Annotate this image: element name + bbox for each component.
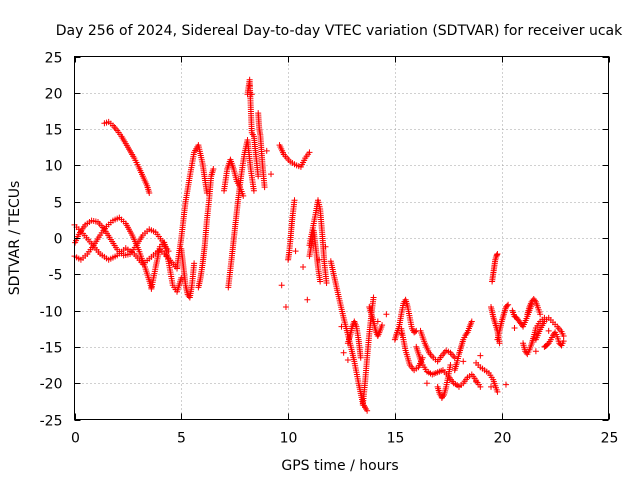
y-tick-label: 0 [54, 232, 63, 248]
y-tick-label: -20 [40, 377, 63, 393]
data-point [248, 91, 255, 98]
x-tick-label: 25 [601, 431, 619, 447]
data-point [240, 192, 247, 199]
data-point [300, 264, 307, 271]
data-point [477, 383, 484, 390]
data-point [468, 318, 475, 325]
y-tick-label: 20 [45, 87, 63, 103]
data-point [439, 393, 446, 400]
data-point [210, 166, 217, 173]
data-point [494, 250, 501, 257]
data-point [412, 328, 419, 335]
y-tick-label: 10 [45, 159, 63, 175]
y-tick-label: 25 [45, 51, 63, 67]
data-point [316, 256, 323, 263]
data-point [344, 356, 351, 363]
data-point [322, 243, 329, 250]
x-axis-label: GPS time / hours [281, 458, 398, 474]
data-point [511, 325, 518, 332]
x-tick-label: 10 [280, 431, 298, 447]
data-point [502, 381, 509, 388]
data-point [263, 147, 270, 154]
data-point [473, 378, 480, 385]
data-point [357, 354, 364, 361]
data-point [268, 171, 275, 178]
data-point [504, 302, 511, 309]
data-point [323, 280, 330, 287]
data-point [494, 388, 501, 395]
y-tick-label: -10 [40, 305, 63, 321]
x-tick-label: 5 [177, 431, 186, 447]
x-tick-label: 20 [494, 431, 512, 447]
data-point [398, 330, 405, 337]
data-point [383, 311, 390, 318]
data-point [246, 82, 253, 89]
chart-title: Day 256 of 2024, Sidereal Day-to-day VTE… [56, 23, 623, 39]
data-point [379, 322, 386, 329]
data-point [545, 327, 552, 334]
data-point [306, 149, 313, 156]
data-point [146, 189, 153, 196]
tick-layer: 0 5 10 15 20 25 -25 -20 -15 -10 -5 0 5 10 15 20 25 [40, 51, 619, 447]
data-point [532, 348, 539, 355]
data-point [292, 248, 299, 255]
data-point [423, 380, 430, 387]
y-tick-label: 5 [54, 196, 63, 212]
data-point [451, 354, 458, 361]
data-point [374, 318, 381, 325]
data-point [370, 294, 377, 301]
data-point [460, 358, 467, 365]
grid-layer [74, 56, 609, 420]
data-point [560, 338, 567, 345]
data-point [255, 173, 262, 180]
y-tick-label: -25 [40, 414, 63, 430]
y-axis-label: SDTVAR / TECUs [7, 181, 23, 296]
data-point [203, 189, 210, 196]
data-point [463, 330, 470, 337]
data-point [304, 296, 311, 303]
data-point [447, 362, 454, 369]
data-point [537, 311, 544, 318]
data-point [317, 278, 324, 285]
data-point [496, 340, 503, 347]
data-point [340, 349, 347, 356]
data-point [250, 187, 257, 194]
x-tick-label: 15 [387, 431, 405, 447]
data-point [291, 197, 298, 204]
data-point [493, 252, 500, 259]
data-point [531, 297, 538, 304]
data-point [364, 407, 371, 414]
y-tick-label: -5 [49, 268, 63, 284]
data-point [191, 260, 198, 267]
y-tick-label: 15 [45, 123, 63, 139]
data-point [282, 303, 289, 310]
x-tick-label: 0 [71, 431, 80, 447]
data-point [477, 352, 484, 359]
data-point [261, 184, 268, 191]
data-point [488, 383, 495, 390]
y-tick-label: -15 [40, 341, 63, 357]
data-point [278, 282, 285, 289]
data-layer [71, 76, 567, 414]
data-point [505, 301, 512, 308]
data-point [178, 274, 185, 281]
data-point [338, 323, 345, 330]
data-point [560, 333, 567, 340]
data-point [438, 394, 445, 401]
